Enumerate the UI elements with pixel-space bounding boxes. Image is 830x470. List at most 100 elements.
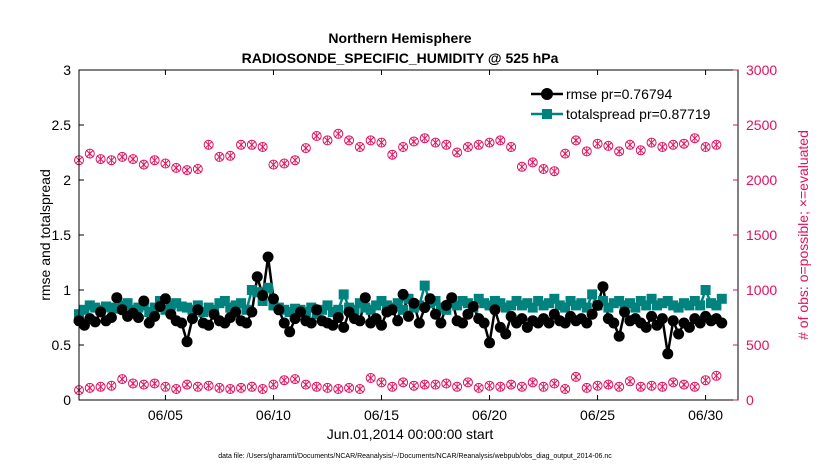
spread-point [198, 307, 209, 317]
rmse-point [230, 306, 242, 318]
spread-point [705, 298, 716, 309]
left-y-tick-label: 3 [63, 62, 71, 78]
obs_possible-point [279, 158, 290, 169]
obs_evaluated-point [506, 379, 517, 390]
spread-point [381, 300, 392, 311]
obs_evaluated-point [300, 379, 311, 390]
rmse-point [149, 310, 161, 322]
spread-point [462, 298, 473, 309]
left-y-axis: 0 0.5 1 1.5 2 2.5 3 [52, 62, 84, 408]
spread-point [678, 298, 689, 309]
spread-point [160, 304, 171, 315]
spread-point [133, 302, 144, 313]
obs_possible-point [495, 135, 506, 146]
obs_evaluated-point [128, 378, 139, 389]
obs_possible-point [95, 154, 106, 165]
spread-point [252, 287, 263, 298]
obs_possible-point [700, 142, 711, 152]
spread-point [106, 302, 117, 313]
obs_possible-point [581, 146, 592, 157]
spread-point [403, 293, 414, 304]
plot-area [73, 128, 728, 396]
spread-point [684, 300, 695, 311]
rmse-point [359, 292, 371, 304]
obs_evaluated-point [430, 379, 441, 390]
x-tick-label: 06/30 [688, 407, 723, 423]
obs_possible-point [441, 139, 452, 150]
rmse-point [619, 306, 631, 318]
spread-point [171, 298, 182, 309]
spread-point [176, 301, 187, 312]
obs_evaluated-point [322, 382, 333, 393]
spread-point [662, 296, 673, 306]
obs_evaluated-point [344, 382, 355, 393]
spread-point [122, 298, 133, 309]
obs_possible-point [506, 142, 517, 152]
chart-title: Northern Hemisphere [328, 30, 471, 46]
spread-point [322, 300, 333, 311]
obs_evaluated-point [462, 377, 473, 388]
rmse-point [435, 317, 447, 329]
obs_evaluated-point [268, 379, 279, 390]
spread-point [608, 298, 619, 309]
rmse-point [284, 326, 296, 338]
x-tick-label: 06/20 [472, 407, 507, 423]
x-tick-label: 06/25 [580, 407, 615, 423]
left-y-tick-label: 0.5 [52, 337, 72, 353]
obs_possible-point [214, 151, 225, 162]
obs_evaluated-point [700, 375, 711, 386]
obs_evaluated-point [398, 377, 409, 388]
obs_possible-point [257, 142, 268, 152]
obs_evaluated-point [668, 377, 679, 388]
spread-point [452, 300, 463, 311]
spread-point [635, 296, 646, 306]
spread-point [619, 300, 630, 311]
obs_evaluated-point [538, 381, 549, 392]
spread-point [419, 280, 430, 291]
rmse-point [251, 271, 263, 283]
rmse-point [338, 321, 350, 333]
obs_evaluated-point [711, 370, 722, 381]
obs_possible-point [408, 136, 419, 147]
obs_possible-point [246, 139, 257, 150]
obs_evaluated-point [570, 371, 581, 382]
spread-point [111, 303, 122, 314]
rmse-point [192, 304, 204, 316]
rmse-point [95, 306, 107, 318]
spread-point [668, 300, 679, 311]
rmse-point [543, 317, 555, 329]
spread-point [576, 298, 587, 309]
obs_evaluated-point [657, 381, 668, 392]
right-y-tick-label: 500 [746, 337, 770, 353]
obs_evaluated-point [149, 378, 160, 389]
obs_evaluated-point [624, 376, 635, 387]
spread-point [354, 298, 365, 309]
right-y-tick-label: 1000 [746, 282, 777, 298]
obs_possible-point [635, 145, 646, 156]
obs_evaluated-point [138, 379, 149, 390]
rmse-point [392, 315, 404, 327]
obs_possible-point [419, 133, 430, 144]
rmse-point [186, 313, 198, 325]
spread-point [641, 300, 652, 311]
obs_evaluated-point [257, 384, 268, 394]
obs_evaluated-point [581, 382, 592, 393]
obs_possible-point [430, 137, 441, 148]
spread-point [101, 301, 112, 312]
obs_evaluated-point [473, 382, 484, 393]
spread-point [495, 298, 506, 309]
left-y-tick-label: 0 [63, 392, 71, 408]
x-axis-label: Jun.01,2014 00:00:00 start [327, 426, 494, 442]
spread-point [603, 302, 614, 313]
rmse-point [203, 319, 215, 331]
rmse-point [138, 295, 150, 307]
spread-point [290, 303, 301, 314]
spread-point [435, 302, 446, 313]
rmse-point [592, 299, 604, 311]
spread-point [79, 304, 90, 315]
rmse-point [516, 313, 528, 325]
obs_evaluated-point [689, 381, 700, 392]
rmse-point [386, 304, 398, 316]
left-y-tick-label: 2 [63, 172, 71, 188]
